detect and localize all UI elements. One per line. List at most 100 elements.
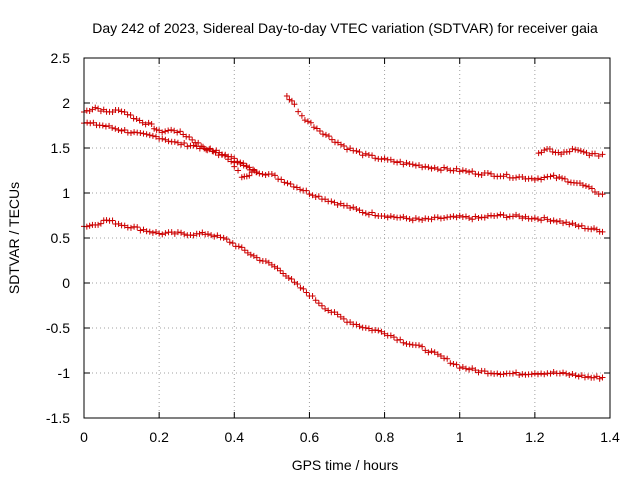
- data-point: [484, 213, 491, 220]
- data-point: [304, 118, 311, 125]
- data-point: [97, 108, 104, 115]
- series-satellite-d: [283, 93, 606, 198]
- data-point: [531, 370, 538, 377]
- data-point: [140, 226, 147, 233]
- data-point: [334, 201, 341, 208]
- data-point: [262, 172, 269, 179]
- data-point: [240, 162, 247, 169]
- data-point: [212, 149, 219, 156]
- data-point: [519, 371, 526, 378]
- data-point: [290, 183, 297, 190]
- data-point: [434, 351, 441, 358]
- data-point: [497, 211, 504, 218]
- data-point: [353, 205, 360, 212]
- data-point: [466, 169, 473, 176]
- data-point: [513, 211, 520, 218]
- data-point: [231, 163, 238, 170]
- data-point: [174, 229, 181, 236]
- data-point: [428, 216, 435, 223]
- data-point: [362, 324, 369, 331]
- data-point: [406, 341, 413, 348]
- data-point: [190, 142, 197, 149]
- data-point: [237, 160, 244, 167]
- data-point: [494, 370, 501, 377]
- data-point: [569, 371, 576, 378]
- data-point: [356, 207, 363, 214]
- data-point: [466, 214, 473, 221]
- data-point: [90, 119, 97, 126]
- y-tick-label: -0.5: [46, 320, 70, 336]
- data-point: [547, 370, 554, 377]
- data-point: [566, 148, 573, 155]
- data-point: [378, 328, 385, 335]
- data-point: [369, 152, 376, 159]
- data-point: [362, 150, 369, 157]
- data-point: [390, 334, 397, 341]
- data-point: [397, 336, 404, 343]
- data-point: [538, 176, 545, 183]
- data-point: [560, 220, 567, 227]
- data-point: [561, 175, 568, 182]
- data-point: [250, 166, 257, 173]
- data-point: [137, 130, 144, 137]
- data-point: [214, 232, 221, 239]
- data-point: [215, 152, 222, 159]
- data-point: [217, 234, 224, 241]
- data-point: [159, 129, 166, 136]
- data-point: [550, 172, 557, 179]
- data-point: [149, 229, 156, 236]
- data-point: [140, 130, 147, 137]
- data-point: [555, 149, 562, 156]
- data-point: [121, 222, 128, 229]
- data-point: [469, 168, 476, 175]
- data-point: [196, 145, 203, 152]
- axes: 0 0.2 0.4 0.6 0.8 1 1.2 1.4 -1.5 -1 -0.5 0 0.5 1 1.5 2 2…: [46, 50, 620, 445]
- data-point: [318, 302, 325, 309]
- data-point: [300, 285, 307, 292]
- data-point: [484, 169, 491, 176]
- data-point: [459, 364, 466, 371]
- data-point: [550, 369, 557, 376]
- data-point: [387, 156, 394, 163]
- chart-title: Day 242 of 2023, Sidereal Day-to-day VTE…: [92, 20, 598, 36]
- data-point: [220, 234, 227, 241]
- data-point: [441, 355, 448, 362]
- data-point: [145, 119, 152, 126]
- data-point: [419, 217, 426, 224]
- data-point: [585, 183, 592, 190]
- data-point: [156, 230, 163, 237]
- data-point: [310, 124, 317, 131]
- data-point: [146, 228, 153, 235]
- data-point: [268, 170, 275, 177]
- data-point: [513, 174, 520, 181]
- data-point: [419, 343, 426, 350]
- data-point: [416, 216, 423, 223]
- data-point: [441, 164, 448, 171]
- data-point: [509, 370, 516, 377]
- data-point: [591, 189, 598, 196]
- data-point: [588, 226, 595, 233]
- data-point: [569, 145, 576, 152]
- data-point: [156, 127, 163, 134]
- data-point: [400, 213, 407, 220]
- data-point: [325, 307, 332, 314]
- data-point: [280, 270, 287, 277]
- data-point: [579, 182, 586, 189]
- data-point: [204, 230, 211, 237]
- data-point: [243, 173, 250, 180]
- data-point: [575, 373, 582, 380]
- data-point: [347, 205, 354, 212]
- data-point: [174, 139, 181, 146]
- data-point: [469, 365, 476, 372]
- data-point: [238, 244, 245, 251]
- data-point: [599, 191, 606, 198]
- y-tick-label: -1: [58, 365, 71, 381]
- data-point: [453, 165, 460, 172]
- data-point: [297, 284, 304, 291]
- data-point: [301, 117, 308, 124]
- data-point: [444, 165, 451, 172]
- data-point: [223, 236, 230, 243]
- data-point: [535, 150, 542, 157]
- data-point: [196, 230, 203, 237]
- data-point: [422, 163, 429, 170]
